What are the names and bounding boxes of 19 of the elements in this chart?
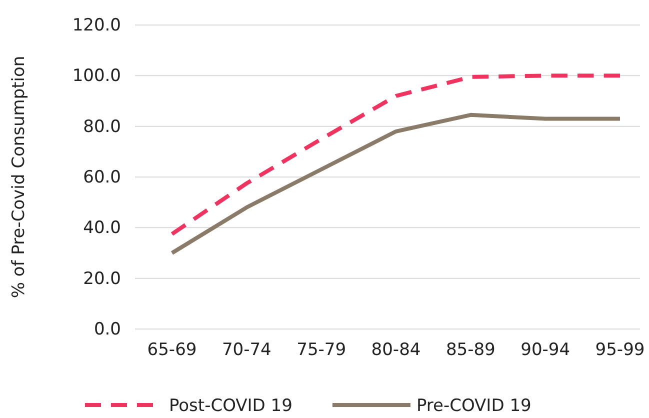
y-tick-label: 0.0 [94, 319, 121, 340]
y-tick-label: 100.0 [72, 66, 121, 86]
x-tick-label: 90-94 [520, 340, 570, 360]
x-tick-label: 80-84 [371, 340, 421, 360]
y-axis-title: % of Pre-Covid Consumption [9, 56, 29, 298]
line-series [170, 112, 622, 255]
x-tick-label: 95-99 [595, 340, 645, 360]
y-tick-label: 60.0 [83, 167, 121, 188]
x-tick-label: 85-89 [446, 340, 496, 360]
legend-label: Post-COVID 19 [169, 396, 292, 416]
y-tick-label: 80.0 [83, 116, 121, 137]
x-tick-label: 75-79 [296, 340, 346, 360]
y-tick-label: 20.0 [83, 268, 121, 289]
legend-label: Pre-COVID 19 [416, 396, 532, 416]
y-tick-label: 40.0 [83, 218, 121, 238]
line-series [170, 74, 622, 236]
x-tick-label: 65-69 [147, 340, 197, 360]
y-tick-label: 120.0 [72, 15, 121, 36]
x-tick-label: 70-74 [222, 340, 272, 360]
